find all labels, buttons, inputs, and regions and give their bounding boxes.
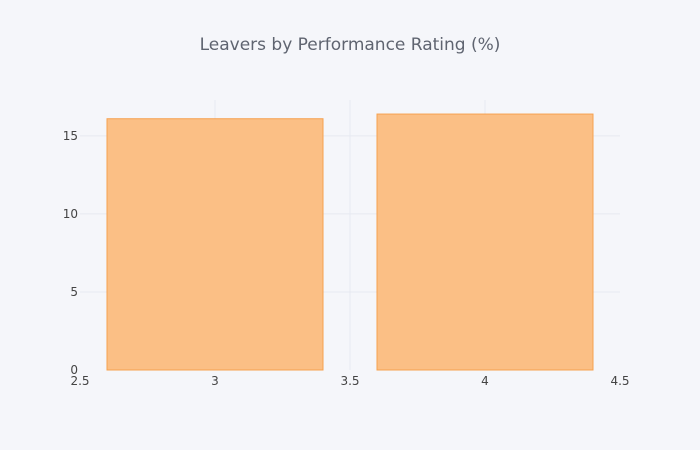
- bars-layer: [106, 113, 594, 371]
- x-tick-label: 4.5: [610, 374, 629, 388]
- y-tick-label: 15: [63, 129, 78, 143]
- x-tick-label: 3.5: [340, 374, 359, 388]
- chart-title: Leavers by Performance Rating (%): [200, 35, 501, 55]
- x-tick-label: 2.5: [70, 374, 89, 388]
- x-tick-label: 4: [481, 374, 489, 388]
- y-tick-label: 5: [70, 285, 78, 299]
- x-axis-ticks: 2.5 3 3.5 4 4.5: [70, 374, 629, 388]
- y-axis-ticks: 0 5 10 15: [63, 129, 78, 377]
- bar-rating-3[interactable]: [106, 118, 324, 371]
- y-tick-label: 0: [70, 363, 78, 377]
- bar-rating-4[interactable]: [376, 113, 594, 371]
- y-tick-label: 10: [63, 207, 78, 221]
- x-tick-label: 3: [211, 374, 219, 388]
